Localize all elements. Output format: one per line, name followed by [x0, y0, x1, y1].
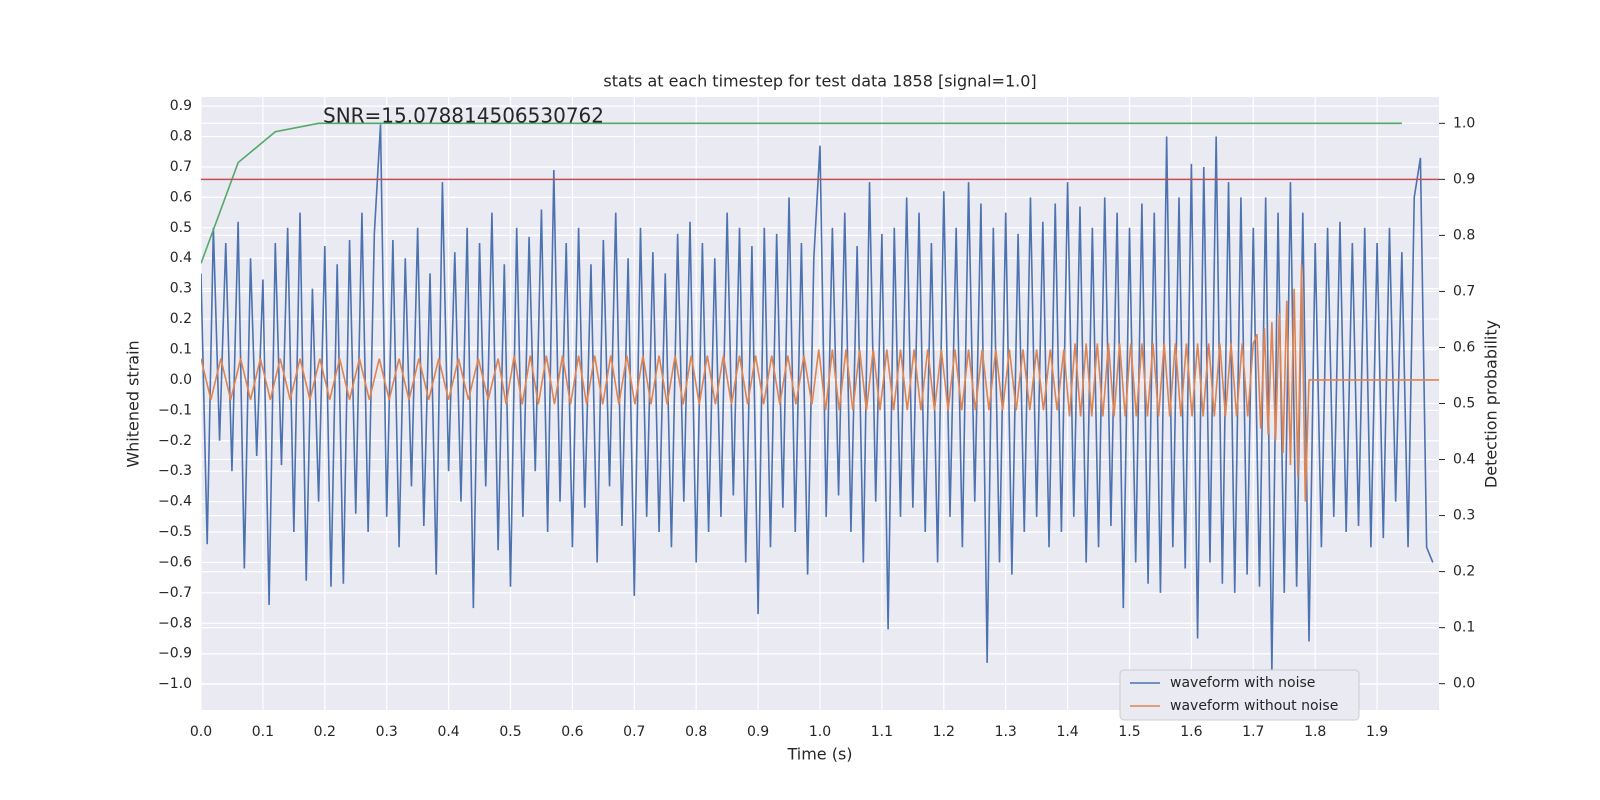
x-tick-label: 1.4 — [1056, 724, 1078, 740]
x-tick-label: 0.9 — [747, 724, 769, 740]
y2-tick-label: 0.3 — [1453, 508, 1475, 524]
y-tick-label: −1.0 — [158, 676, 192, 692]
probability-line — [201, 122, 1402, 264]
legend-label: waveform without noise — [1170, 698, 1338, 714]
y2-tick-label: 0.2 — [1453, 564, 1475, 580]
y-tick-label: 0.8 — [170, 129, 192, 145]
x-tick-label: 1.7 — [1242, 724, 1264, 740]
series-line — [201, 124, 1434, 672]
x-tick-label: 0.3 — [376, 724, 398, 740]
y2-axis-label: Detection probability — [1482, 320, 1501, 488]
x-tick-label: 1.1 — [871, 724, 893, 740]
y-tick-label: −0.2 — [158, 433, 192, 449]
y-tick-label: −0.9 — [158, 646, 192, 662]
y-tick-label: −0.1 — [158, 402, 192, 418]
y-tick-label: −0.4 — [158, 494, 192, 510]
grid — [200, 97, 1439, 710]
y-tick-label: 0.5 — [170, 220, 192, 236]
x-tick-label: 0.0 — [190, 724, 212, 740]
x-tick-label: 1.2 — [933, 724, 955, 740]
y2-tick-label: 0.6 — [1453, 339, 1475, 355]
y-tick-label: −0.8 — [158, 615, 192, 631]
y-tick-label: −0.6 — [158, 554, 192, 570]
x-tick-label: 0.1 — [252, 724, 274, 740]
legend-box — [1119, 669, 1360, 721]
x-tick-label: 1.6 — [1180, 724, 1202, 740]
y2-tick-label: 0.8 — [1453, 227, 1475, 243]
y2-tick-label: 0.4 — [1453, 452, 1475, 468]
x-tick-label: 0.5 — [499, 724, 521, 740]
labels: 0.0 0.1 0.2 0.3 0.4 0.5 0.6 0.7 0.8 0.9 1.0 1.1 1.2 1… — [158, 98, 1475, 740]
y2-tick-label: 1.0 — [1453, 115, 1475, 131]
y-tick-label: 0.4 — [170, 250, 192, 266]
x-tick-label: 0.6 — [561, 724, 583, 740]
y-tick-label: −0.5 — [158, 524, 192, 540]
x-tick-label: 0.2 — [314, 724, 336, 740]
x-tick-label: 1.5 — [1118, 724, 1140, 740]
annotation: SNR=15.078814506530762 — [323, 104, 604, 128]
y2-tick-label: 0.1 — [1453, 620, 1475, 636]
x-tick-label: 1.9 — [1366, 724, 1388, 740]
y-tick-label: 0.7 — [170, 159, 192, 175]
y-tick-label: −0.7 — [158, 585, 192, 601]
x-axis-label: Time (s) — [786, 745, 852, 764]
y-tick-label: 0.6 — [170, 189, 192, 205]
x-tick-label: 0.4 — [437, 724, 459, 740]
x-tick-label: 0.8 — [685, 724, 707, 740]
y2-tick-label: 0.5 — [1453, 396, 1475, 412]
y-tick-label: 0.2 — [170, 311, 192, 327]
x-tick-label: 1.3 — [995, 724, 1017, 740]
y2-tick-label: 0.9 — [1453, 171, 1475, 187]
legend: waveform with noise waveform without nois… — [1119, 669, 1360, 721]
y2-tick-label: 0.7 — [1453, 283, 1475, 299]
y-tick-label: −0.3 — [158, 463, 192, 479]
lines — [201, 122, 1439, 672]
y-tick-label: 0.0 — [170, 372, 192, 388]
y-tick-label: 0.9 — [170, 98, 192, 114]
y-axis-label: Whitened strain — [124, 340, 143, 467]
y-tick-label: 0.1 — [170, 342, 192, 358]
x-tick-label: 1.0 — [809, 724, 831, 740]
series-line — [201, 264, 1439, 502]
x-tick-label: 1.8 — [1304, 724, 1326, 740]
y-tick-label: 0.3 — [170, 281, 192, 297]
y2-tick-label: 0.0 — [1453, 676, 1475, 692]
legend-label: waveform with noise — [1170, 675, 1315, 691]
x-tick-label: 0.7 — [623, 724, 645, 740]
chart-title: stats at each timestep for test data 185… — [603, 72, 1036, 91]
